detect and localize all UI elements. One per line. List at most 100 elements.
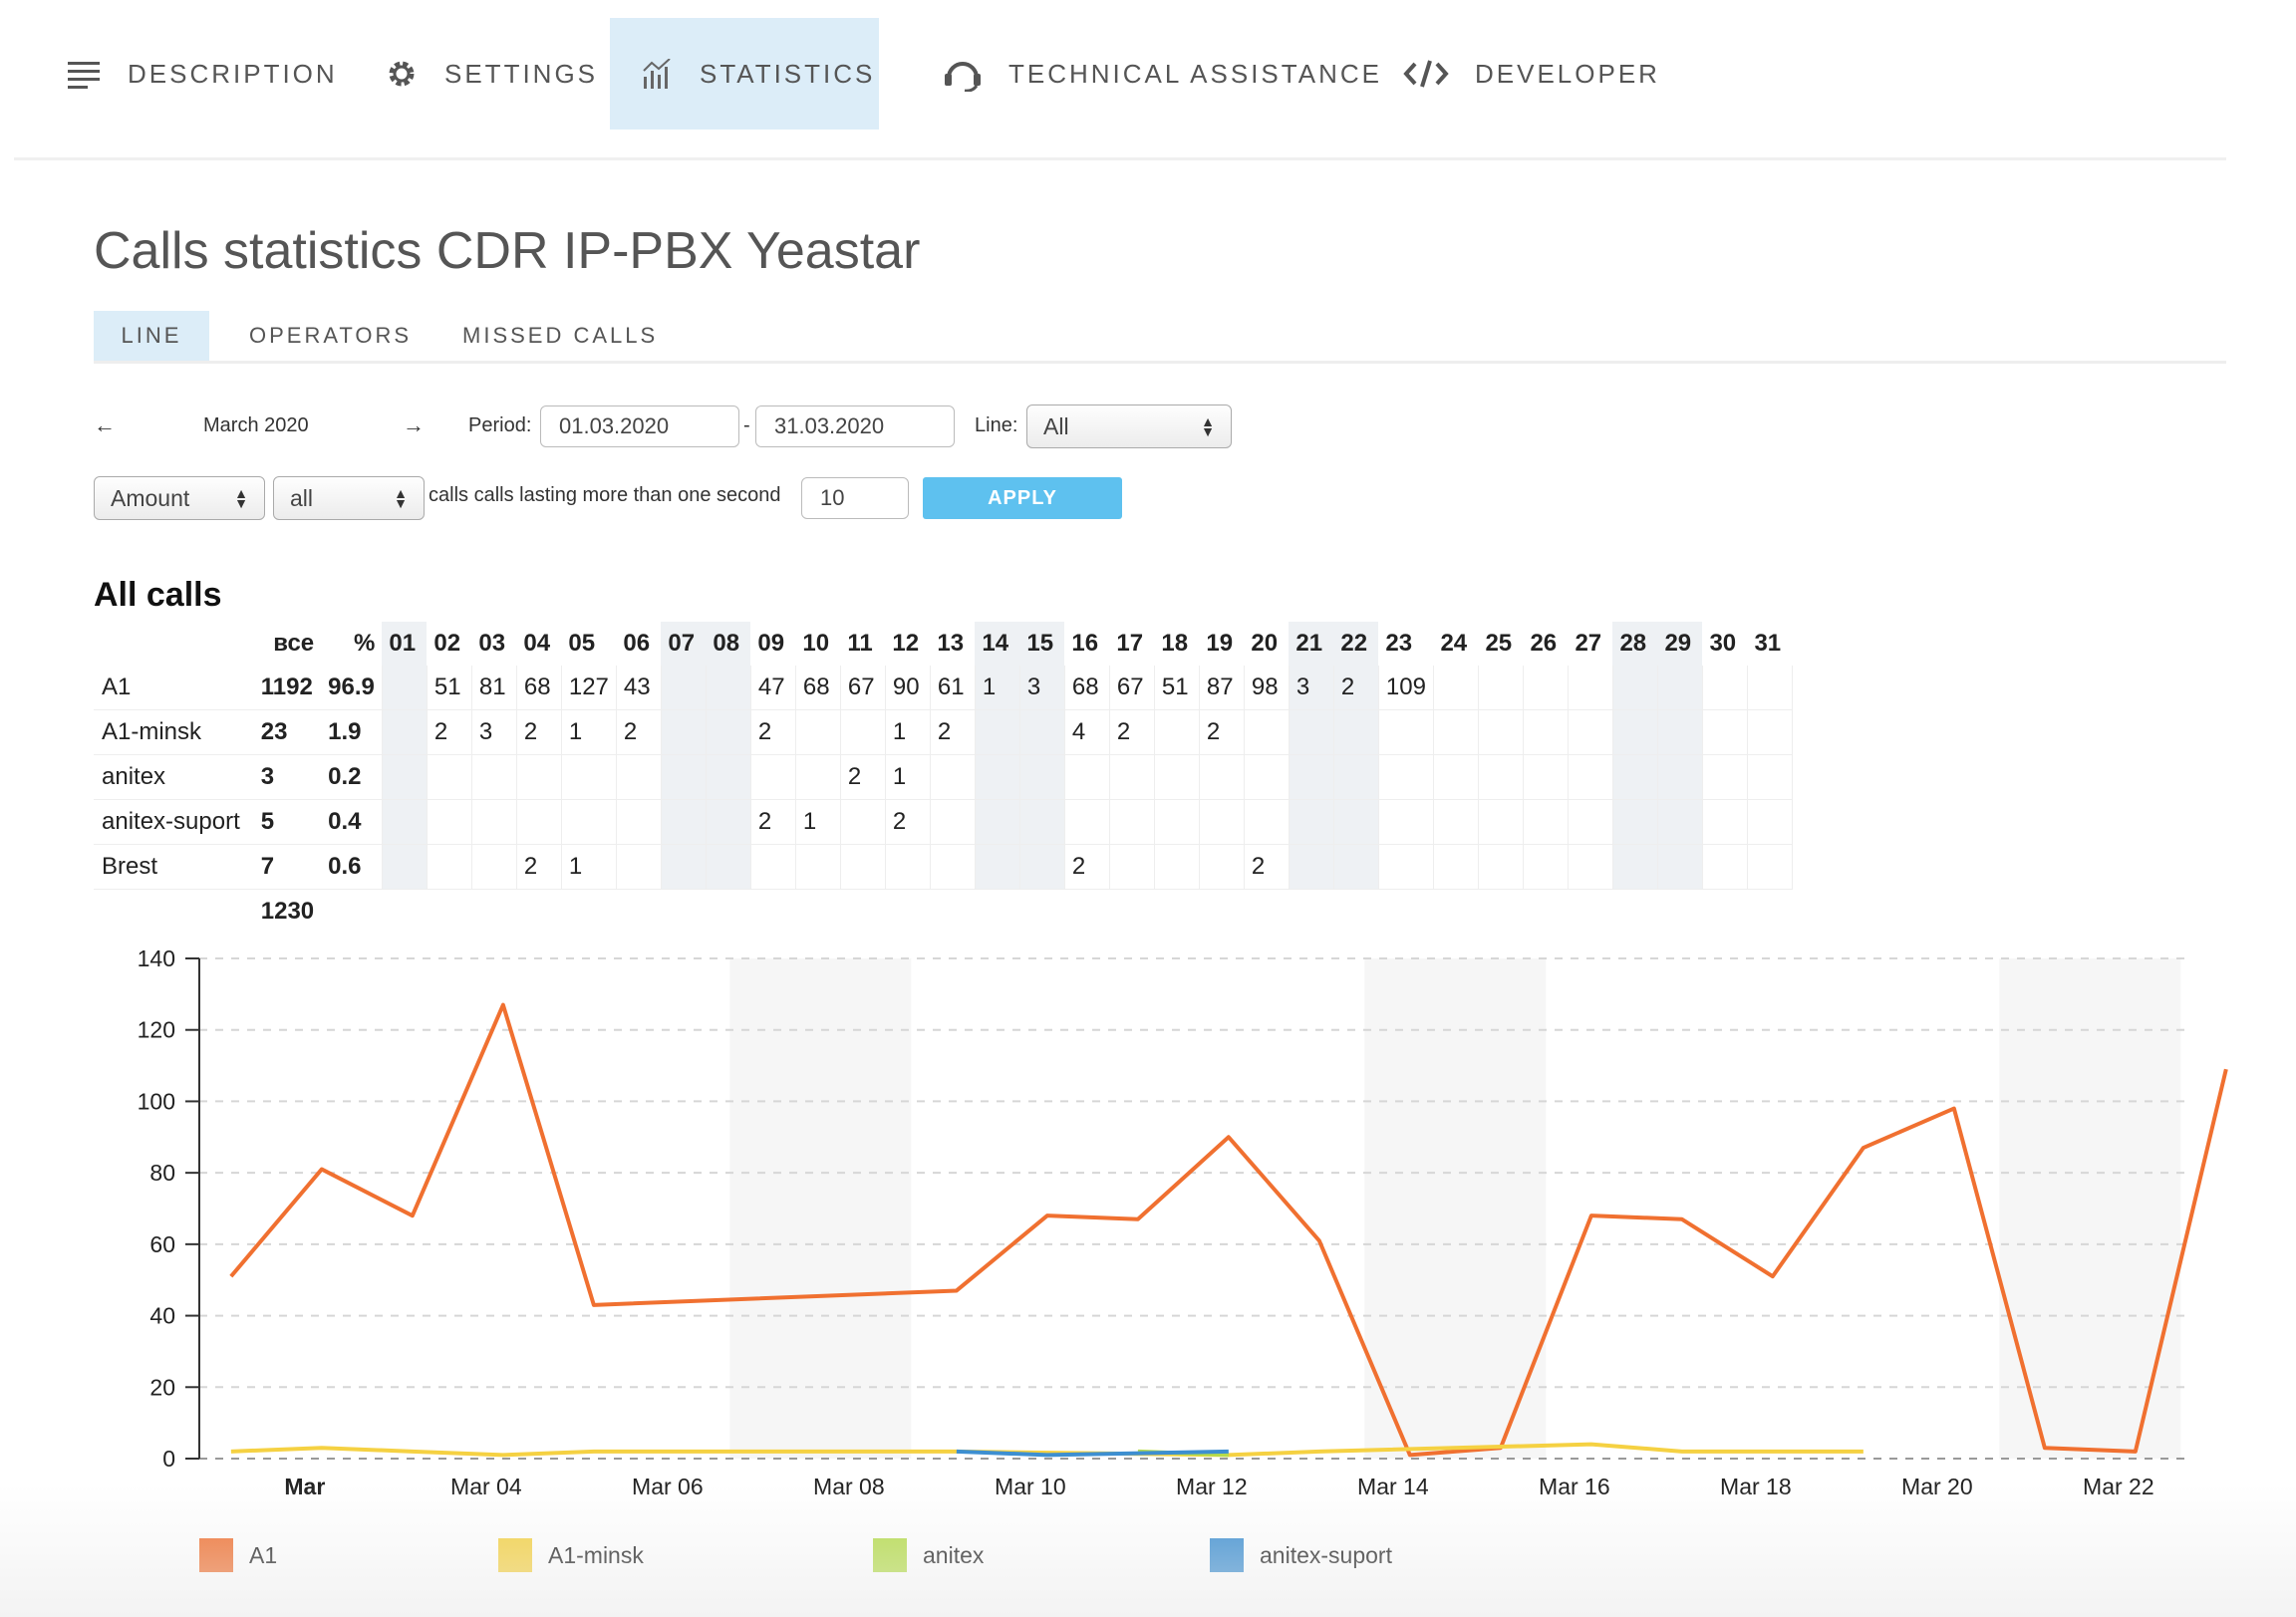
period-from-input[interactable]: 01.03.2020 [540,405,739,447]
prev-month-arrow[interactable]: ← [94,412,116,437]
legend-item[interactable]: anitex [873,1538,984,1572]
row-day-cell: 61 [930,666,976,710]
x-tick-label: Mar 22 [2083,1474,2154,1499]
table-row: A1-minsk 23 1.9 2 3 2 1 2 2 1 2 4 2 2 [94,709,1793,755]
row-day-cell [1289,844,1334,890]
page-title: Calls statistics CDR IP-PBX Yeastar [94,222,921,280]
x-tick-label: Mar [284,1474,325,1499]
metric-select[interactable]: Amount ▲ ▼ [94,476,265,520]
y-tick-label: 120 [138,1017,175,1043]
legend-item[interactable]: A1 [199,1538,277,1572]
nav-statistics[interactable]: STATISTICS [610,18,879,130]
row-line-name: anitex [94,754,247,800]
row-day-cell [1747,709,1793,755]
calls-duration-text: calls calls lasting more than one second [429,484,781,506]
header-day: 24 [1440,630,1468,657]
nav-settings[interactable]: SETTINGS [353,18,630,130]
header-day: 11 [847,630,873,657]
row-total: 23 [246,709,322,755]
row-day-cell [1568,709,1613,755]
header-day: 27 [1575,630,1602,657]
row-day-cell [471,799,517,845]
row-day-cell: 2 [516,709,562,755]
row-day-cell [1747,799,1793,845]
row-day-cell: 1 [885,754,931,800]
row-line-name: anitex-suport [94,799,247,845]
row-total: 3 [246,754,322,800]
period-label: Period: [468,414,532,436]
row-day-cell [1244,799,1290,845]
row-day-cell [706,844,751,890]
row-day-cell: 43 [616,666,662,710]
tab-missed-calls[interactable]: MISSED CALLS [462,323,659,348]
apply-button[interactable]: APPLY [923,477,1122,519]
total-blank [94,890,247,935]
row-day-cell [1478,754,1524,800]
row-day-cell [1657,754,1703,800]
row-day-cell: 1 [561,709,617,755]
header-day: 16 [1071,630,1099,657]
header-day: 09 [757,630,785,657]
nav-description[interactable]: DESCRIPTION [36,18,370,130]
row-day-cell: 2 [1333,666,1379,710]
duration-input[interactable]: 10 [801,477,909,519]
row-day-cell [1478,799,1524,845]
row-day-cell [1702,844,1748,890]
row-day-cell: 68 [516,666,562,710]
legend-item[interactable]: anitex-suport [1210,1538,1392,1572]
y-tick-label: 60 [149,1231,175,1257]
nav-technical-assistance[interactable]: TECHNICAL ASSISTANCE [911,18,1414,130]
period-to-input[interactable]: 31.03.2020 [755,405,955,447]
row-total: 1192 [246,666,322,710]
nav-developer[interactable]: DEVELOPER [1371,18,1692,130]
row-day-cell [1289,754,1334,800]
header-day: 03 [478,630,506,657]
row-day-cell: 67 [840,666,886,710]
select-caret-icon: ▲ ▼ [394,485,408,511]
row-day-cell [1612,844,1658,890]
row-day-cell [795,754,841,800]
legend-item[interactable]: A1-minsk [498,1538,644,1572]
tab-line[interactable]: LINE [94,311,209,361]
row-day-cell [706,666,751,710]
row-day-cell [616,799,662,845]
row-day-cell [616,754,662,800]
row-day-cell: 3 [471,709,517,755]
code-icon [1403,59,1449,89]
period-separator: - [743,414,750,436]
row-line-name: A1-minsk [94,709,247,755]
row-day-cell [1747,844,1793,890]
row-day-cell [1019,754,1065,800]
headset-icon [943,56,983,92]
row-day-cell [1568,754,1613,800]
row-day-cell [1433,844,1479,890]
row-day-cell: 2 [750,709,796,755]
table-total-row: 1230 [94,890,1792,935]
section-title: All calls [94,576,222,614]
row-day-cell [1747,666,1793,710]
nav-label: STATISTICS [700,58,876,89]
nav-label: DESCRIPTION [128,58,338,89]
scope-select[interactable]: all ▲ ▼ [273,476,425,520]
y-tick-label: 0 [162,1446,175,1472]
calls-table: все% 01 02 03 04 05 06 07 08 09 10 11 12 13 14 15 16 17 18… [94,622,1793,934]
header-day: 13 [937,630,965,657]
row-day-cell: 87 [1199,666,1245,710]
row-day-cell [1478,666,1524,710]
row-day-cell: 2 [1064,844,1110,890]
row-day-cell [427,754,472,800]
tab-operators[interactable]: OPERATORS [249,323,413,348]
row-day-cell: 47 [750,666,796,710]
grand-total: 1230 [260,898,315,925]
header-day: 18 [1161,630,1189,657]
legend-label: A1 [249,1541,278,1568]
row-day-cell [1433,709,1479,755]
line-select[interactable]: All ▲ ▼ [1026,404,1232,448]
row-day-cell: 2 [1109,709,1155,755]
next-month-arrow[interactable]: → [403,412,425,437]
row-day-cell [1333,844,1379,890]
row-line-name: Brest [94,844,247,890]
legend-swatch [199,1538,233,1572]
row-day-cell [1433,754,1479,800]
header-day: 01 [382,622,428,666]
